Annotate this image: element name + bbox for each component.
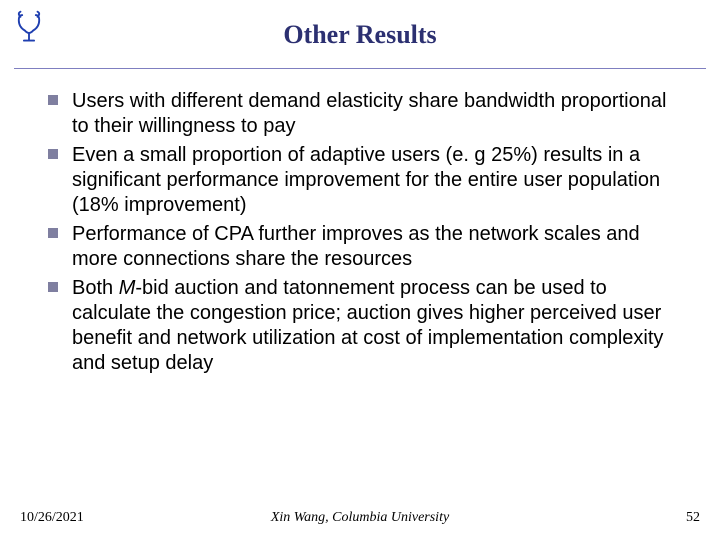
footer-date: 10/26/2021 bbox=[20, 510, 84, 526]
bullet-square-icon bbox=[48, 282, 58, 292]
slide-title: Other Results bbox=[0, 0, 720, 50]
footer-author: Xin Wang, Columbia University bbox=[271, 510, 449, 526]
bullet-square-icon bbox=[48, 149, 58, 159]
bullet-square-icon bbox=[48, 95, 58, 105]
columbia-logo-icon bbox=[12, 10, 46, 44]
list-item: Even a small proportion of adaptive user… bbox=[48, 143, 672, 218]
list-item: Users with different demand elasticity s… bbox=[48, 89, 672, 139]
bullet-suffix: -bid auction and tatonnement process can… bbox=[72, 277, 663, 374]
bullet-square-icon bbox=[48, 228, 58, 238]
bullet-text: Users with different demand elasticity s… bbox=[72, 89, 672, 139]
slide-footer: 10/26/2021 Xin Wang, Columbia University… bbox=[0, 510, 720, 526]
bullet-italic: M bbox=[119, 277, 136, 299]
bullet-text: Even a small proportion of adaptive user… bbox=[72, 143, 672, 218]
bullet-text: Both M-bid auction and tatonnement proce… bbox=[72, 276, 672, 376]
bullet-list: Users with different demand elasticity s… bbox=[0, 69, 720, 376]
footer-page-number: 52 bbox=[686, 510, 700, 526]
list-item: Both M-bid auction and tatonnement proce… bbox=[48, 276, 672, 376]
list-item: Performance of CPA further improves as t… bbox=[48, 222, 672, 272]
bullet-prefix: Both bbox=[72, 277, 119, 299]
bullet-text: Performance of CPA further improves as t… bbox=[72, 222, 672, 272]
